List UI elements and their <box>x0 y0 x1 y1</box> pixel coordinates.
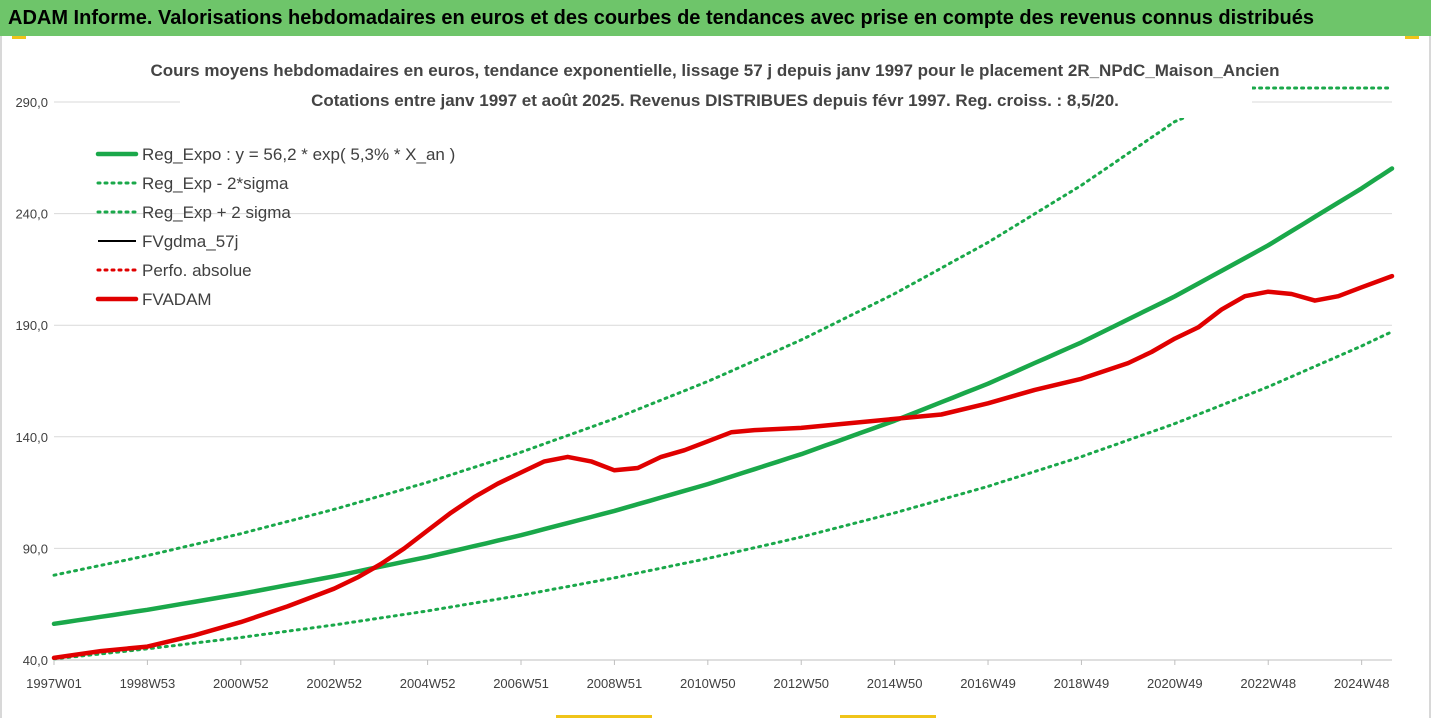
x-tick-label: 2018W49 <box>1054 676 1110 691</box>
series-line <box>51 166 1395 627</box>
x-tick-label: 2022W48 <box>1240 676 1296 691</box>
chart-svg: Cours moyens hebdomadaires en euros, ten… <box>15 54 1395 691</box>
x-tick-label: 1998W53 <box>120 676 176 691</box>
legend-label: FVADAM <box>142 290 212 309</box>
x-tick-label: 2002W52 <box>306 676 362 691</box>
x-tick-label: 2010W50 <box>680 676 736 691</box>
series-line <box>52 86 1394 577</box>
x-tick-label: 2020W49 <box>1147 676 1203 691</box>
x-tick-label: 2008W51 <box>587 676 643 691</box>
y-tick-label: 90,0 <box>23 541 48 556</box>
legend: Reg_Expo : y = 56,2 * exp( 5,3% * X_an )… <box>95 145 455 309</box>
x-tick-label: 2000W52 <box>213 676 269 691</box>
y-tick-label: 190,0 <box>15 318 48 333</box>
x-axis-ticks: 1997W01 1998W53 2000W52 2002W52 2004W52 2006W… <box>26 660 1389 691</box>
legend-label: FVgdma_57j <box>142 232 238 251</box>
x-tick-label: 2024W48 <box>1334 676 1390 691</box>
chart-subtitle: Cotations entre janv 1997 et août 2025. … <box>311 91 1119 110</box>
title-background <box>180 54 1252 118</box>
x-tick-label: 2012W50 <box>773 676 829 691</box>
corner-accent-bottom-left <box>556 715 652 718</box>
legend-label: Perfo. absolue <box>142 261 252 280</box>
x-tick-label: 2016W49 <box>960 676 1016 691</box>
series-line <box>52 330 1394 661</box>
y-tick-label: 290,0 <box>15 95 48 110</box>
chart-frame: Cours moyens hebdomadaires en euros, ten… <box>0 36 1431 718</box>
chart-title: Cours moyens hebdomadaires en euros, ten… <box>151 61 1280 80</box>
y-axis-ticks: 40,0 90,0 140,0 190,0 240,0 290,0 <box>15 95 48 668</box>
banner-title: ADAM Informe. Valorisations hebdomadaire… <box>8 6 1314 29</box>
corner-accent-bottom-mid <box>840 715 936 718</box>
corner-accent-top-left <box>12 36 26 39</box>
x-tick-label: 2014W50 <box>867 676 923 691</box>
y-tick-label: 40,0 <box>23 653 48 668</box>
y-tick-label: 240,0 <box>15 207 48 222</box>
corner-accent-top-right <box>1405 36 1419 39</box>
legend-label: Reg_Expo : y = 56,2 * exp( 5,3% * X_an ) <box>142 145 455 164</box>
legend-label: Reg_Exp + 2 sigma <box>142 203 291 222</box>
title-banner: ADAM Informe. Valorisations hebdomadaire… <box>0 0 1431 36</box>
series-layer <box>51 86 1395 661</box>
x-tick-label: 2004W52 <box>400 676 456 691</box>
series-line <box>51 273 1395 661</box>
x-tick-label: 1997W01 <box>26 676 82 691</box>
legend-label: Reg_Exp - 2*sigma <box>142 174 289 193</box>
x-tick-label: 2006W51 <box>493 676 549 691</box>
y-tick-label: 140,0 <box>15 430 48 445</box>
